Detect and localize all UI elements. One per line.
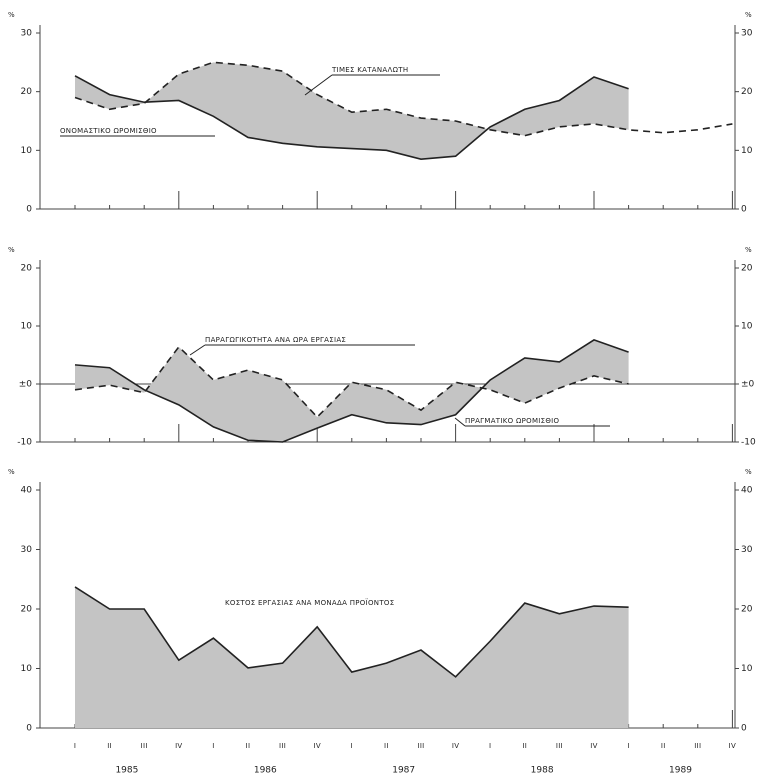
- y-unit: %: [8, 468, 15, 476]
- y2-tick-label: 30: [741, 545, 753, 555]
- series-line: [74, 345, 629, 419]
- x-tick-label: II: [384, 742, 389, 750]
- year-label: 1985: [115, 766, 138, 776]
- y2-tick-label: -10: [741, 438, 756, 448]
- y-tick-label: 20: [21, 605, 33, 615]
- year-label: 1989: [669, 766, 692, 776]
- x-tick-label: III: [141, 742, 148, 750]
- y2-tick-label: 30: [741, 29, 753, 39]
- y-tick-label: 10: [21, 322, 33, 332]
- y2-tick-label: 40: [741, 486, 753, 496]
- y2-tick-label: ±0: [741, 380, 755, 390]
- y-tick-label: 20: [21, 87, 33, 97]
- x-tick-label: I: [74, 742, 76, 750]
- x-tick-label: I: [627, 742, 629, 750]
- series-label: ΚΟΣΤΟΣ ΕΡΓΑΣΙΑΣ ΑΝΑ ΜΟΝΑΔΑ ΠΡΟΪΟΝΤΟΣ: [225, 598, 394, 607]
- series-line: [74, 339, 629, 443]
- y-tick-label: 40: [21, 486, 33, 496]
- label-leader: [304, 74, 333, 96]
- x-tick-label: I: [212, 742, 214, 750]
- y-unit: %: [8, 11, 15, 19]
- y-tick-label: 30: [21, 29, 33, 39]
- year-label: 1986: [254, 766, 277, 776]
- x-tick-label: III: [556, 742, 563, 750]
- x-tick-label: IV: [175, 742, 182, 750]
- y2-tick-label: 20: [741, 87, 753, 97]
- area-line: [74, 586, 629, 678]
- y-tick-label: 20: [21, 264, 33, 274]
- y2-tick-label: 0: [741, 724, 747, 734]
- x-tick-label: II: [107, 742, 112, 750]
- x-tick-label: I: [351, 742, 353, 750]
- y-tick-label: ±0: [19, 380, 33, 390]
- y2-tick-label: 10: [741, 664, 753, 674]
- y-tick-label: 10: [21, 664, 33, 674]
- y2-tick-label: 20: [741, 605, 753, 615]
- series-line: [74, 61, 733, 137]
- y2-unit: %: [745, 11, 752, 19]
- x-tick-label: IV: [313, 742, 320, 750]
- x-tick-label: IV: [729, 742, 736, 750]
- series-label: ΠΡΑΓΜΑΤΙΚΟ ΩΡΟΜΙΣΘΙΟ: [465, 417, 560, 425]
- y2-tick-label: 10: [741, 322, 753, 332]
- x-tick-label: III: [694, 742, 701, 750]
- x-tick-label: IV: [590, 742, 597, 750]
- series-label: ΠΑΡΑΓΩΓΙΚΟΤΗΤΑ ΑΝΑ ΩΡΑ ΕΡΓΑΣΙΑΣ: [205, 336, 346, 344]
- x-tick-label: I: [489, 742, 491, 750]
- x-tick-label: II: [246, 742, 251, 750]
- series-label: ΟΝΟΜΑΣΤΙΚΟ ΩΡΟΜΙΣΘΙΟ: [60, 127, 157, 135]
- year-label: 1988: [531, 766, 554, 776]
- y-tick-label: -10: [17, 438, 32, 448]
- year-label: 1987: [392, 766, 415, 776]
- y2-unit: %: [745, 468, 752, 476]
- series-line: [74, 75, 629, 160]
- x-tick-label: III: [417, 742, 424, 750]
- x-tick-label: II: [661, 742, 666, 750]
- area-fill: [75, 586, 629, 728]
- x-tick-label: III: [279, 742, 286, 750]
- y2-tick-label: 20: [741, 264, 753, 274]
- y2-tick-label: 10: [741, 146, 753, 156]
- gap-shading: [75, 339, 629, 442]
- gap-shading: [75, 62, 629, 160]
- y-tick-label: 0: [26, 724, 32, 734]
- y-tick-label: 10: [21, 146, 33, 156]
- label-leader: [454, 417, 466, 427]
- y-tick-label: 30: [21, 545, 33, 555]
- y-tick-label: 0: [26, 205, 32, 215]
- label-leader: [189, 344, 206, 356]
- x-tick-label: IV: [452, 742, 459, 750]
- y2-unit: %: [745, 246, 752, 254]
- x-tick-label: II: [522, 742, 527, 750]
- series-label: ΤΙΜΕΣ ΚΑΤΑΝΑΛΩΤΗ: [331, 66, 408, 74]
- y-unit: %: [8, 246, 15, 254]
- y2-tick-label: 0: [741, 205, 747, 215]
